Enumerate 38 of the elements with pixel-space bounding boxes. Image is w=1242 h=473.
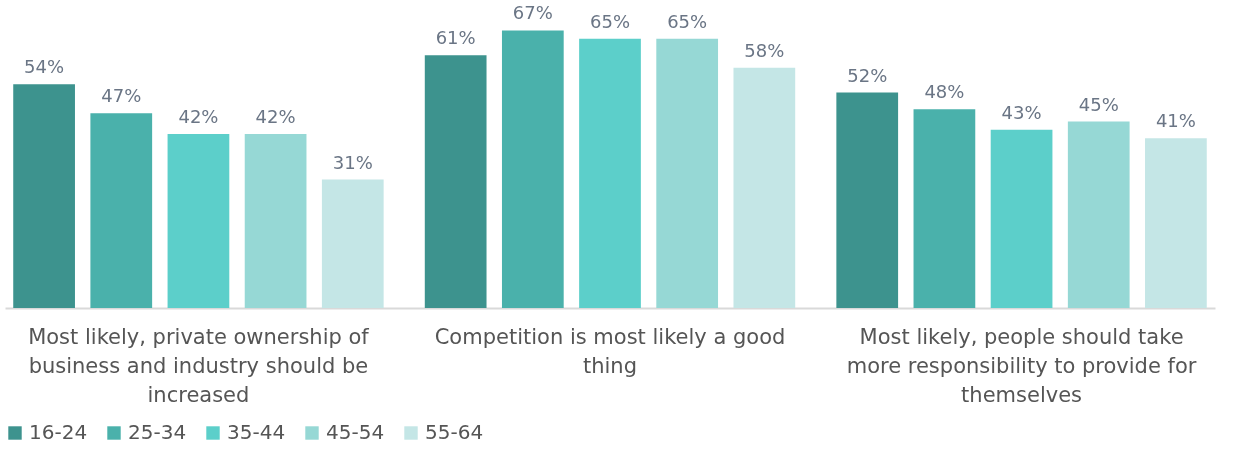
data-label: 45%	[1078, 93, 1119, 115]
bar	[424, 55, 487, 308]
bar	[656, 38, 719, 308]
data-label: 67%	[512, 2, 553, 24]
bar	[321, 179, 384, 308]
data-label: 41%	[1155, 110, 1196, 132]
legend-label: 55-64	[425, 420, 484, 444]
bar	[733, 67, 796, 308]
bar	[501, 30, 564, 308]
bar	[990, 129, 1053, 308]
data-label: 58%	[744, 39, 785, 61]
bar	[167, 134, 230, 308]
data-label: 47%	[101, 85, 142, 107]
bar	[244, 134, 307, 308]
legend-label: 16-24	[29, 420, 88, 444]
data-label: 65%	[667, 10, 708, 32]
legend-label: 25-34	[128, 420, 187, 444]
bar	[836, 92, 899, 308]
data-label: 42%	[255, 106, 296, 127]
data-label: 31%	[332, 151, 373, 173]
bar	[913, 109, 976, 308]
x-tick-label: Competition is most likely a good thing	[434, 324, 786, 378]
legend-label: 45-54	[326, 420, 385, 444]
data-label: 42%	[178, 106, 219, 127]
bar	[13, 84, 75, 308]
bar	[1067, 121, 1130, 308]
data-label: 54%	[24, 56, 65, 78]
bar	[1145, 138, 1207, 308]
data-label: 52%	[847, 64, 888, 86]
x-tick-label: Most likely, people should take more responsibility to provide for themselves	[846, 324, 1197, 407]
data-label: 43%	[1001, 101, 1042, 123]
data-label: 48%	[924, 81, 965, 103]
legend-label: 35-44	[227, 420, 286, 444]
x-tick-label: Most likely, private ownership of business and industry should be increased	[28, 324, 370, 407]
bar	[579, 38, 641, 308]
data-label: 61%	[435, 27, 476, 49]
bar	[90, 113, 153, 308]
data-label: 65%	[589, 10, 631, 32]
